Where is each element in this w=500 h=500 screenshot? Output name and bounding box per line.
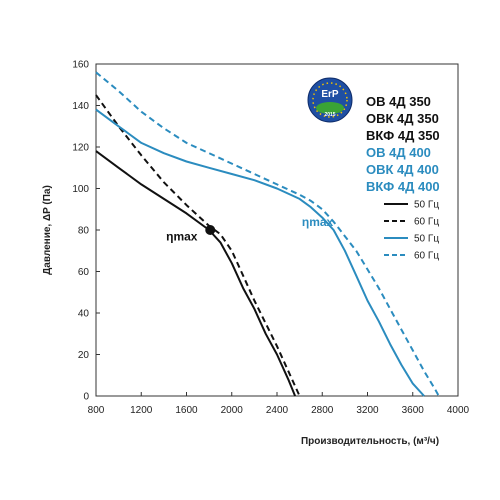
- y-tick-label: 0: [83, 392, 89, 403]
- model-label: ОВК 4Д 400: [366, 162, 439, 177]
- x-tick-label: 2400: [266, 405, 289, 416]
- y-tick-label: 100: [72, 184, 89, 195]
- y-tick-label: 80: [78, 226, 90, 237]
- x-tick-label: 2800: [311, 405, 334, 416]
- y-tick-label: 160: [72, 60, 89, 71]
- legend-label: 60 Гц: [414, 217, 439, 228]
- x-tick-label: 3600: [402, 405, 425, 416]
- legend-label: 50 Гц: [414, 200, 439, 211]
- x-axis-label: Производительность, (м³/ч): [301, 436, 439, 447]
- svg-text:ErP: ErP: [321, 89, 339, 100]
- eta-max-label: ηmax: [166, 229, 198, 243]
- x-tick-label: 1600: [175, 405, 198, 416]
- x-tick-label: 4000: [447, 405, 470, 416]
- model-label: ВКФ 4Д 400: [366, 179, 440, 194]
- x-tick-label: 800: [88, 405, 105, 416]
- y-tick-label: 140: [72, 101, 89, 112]
- model-label: ВКФ 4Д 350: [366, 128, 440, 143]
- max-efficiency-point: [205, 225, 216, 235]
- x-tick-label: 3200: [356, 405, 379, 416]
- legend-label: 50 Гц: [414, 234, 439, 245]
- x-tick-label: 2000: [221, 405, 244, 416]
- y-tick-label: 40: [78, 309, 90, 320]
- y-tick-label: 60: [78, 267, 90, 278]
- model-label: ОВ 4Д 350: [366, 94, 431, 109]
- model-label: ОВК 4Д 350: [366, 111, 439, 126]
- erp-logo: ErP 2015: [307, 77, 353, 123]
- series-line-1: [95, 150, 297, 397]
- x-tick-label: 1200: [130, 405, 153, 416]
- series-line-2: [95, 94, 301, 397]
- y-tick-label: 20: [78, 350, 90, 361]
- series-line-3: [95, 108, 425, 397]
- y-axis-label: Давление, ΔP (Па): [42, 185, 53, 275]
- legend-label: 60 Гц: [414, 251, 439, 262]
- svg-text:2015: 2015: [324, 112, 335, 118]
- model-label: ОВ 4Д 400: [366, 145, 431, 160]
- eta-max-label: ηmax: [302, 215, 334, 229]
- y-tick-label: 120: [72, 143, 89, 154]
